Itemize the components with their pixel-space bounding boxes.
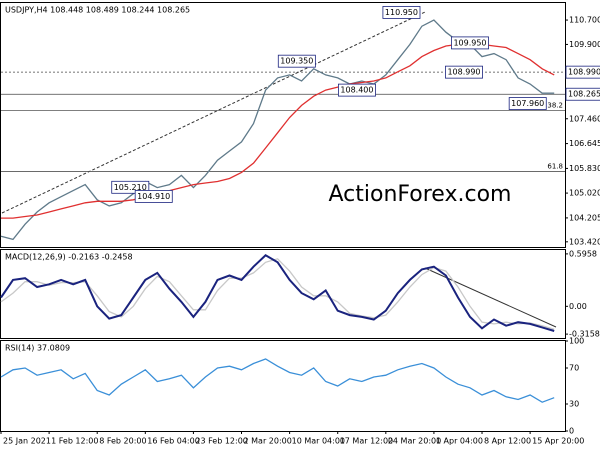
annotation-box bbox=[338, 83, 376, 97]
y-tick-label: -0.3158 bbox=[569, 330, 600, 339]
annotation-box bbox=[451, 36, 489, 50]
y-tick-label: 106.645 bbox=[569, 139, 600, 148]
y-tick-label: 0 bbox=[569, 427, 574, 436]
series-line bbox=[0, 258, 555, 330]
rsi-panel bbox=[0, 340, 566, 432]
annotation: 110.950 bbox=[385, 8, 418, 17]
annotation-box bbox=[134, 190, 173, 203]
x-tick-label: 15 Apr 20:00 bbox=[532, 437, 584, 446]
x-tick-label: 1 Feb 12:00 bbox=[51, 437, 98, 446]
trend-line bbox=[1, 11, 426, 214]
y-tick-label: 109.900 bbox=[569, 40, 600, 49]
annotation-box bbox=[508, 97, 547, 110]
y-tick-label: 103.420 bbox=[569, 237, 600, 246]
x-tick-label: 2 Mar 20:00 bbox=[244, 437, 292, 446]
fib-label: 61.8 bbox=[547, 162, 563, 170]
fib-label: 38.2 bbox=[547, 102, 563, 110]
x-tick-label: 1 Apr 04:00 bbox=[436, 437, 483, 446]
annotation: 108.990 bbox=[447, 68, 480, 77]
price-marker-box bbox=[565, 65, 600, 79]
annotation: 105.210 bbox=[114, 183, 147, 192]
annotation-box bbox=[382, 6, 421, 19]
y-tick-label: 110.700 bbox=[569, 16, 600, 25]
panel-title: USDJPY,H4 108.448 108.489 108.244 108.26… bbox=[5, 6, 190, 15]
x-tick-label: 10 Mar 04:00 bbox=[292, 437, 345, 446]
annotation: 109.350 bbox=[280, 57, 313, 66]
macd-panel bbox=[0, 249, 566, 339]
y-tick-label: 105.020 bbox=[569, 189, 600, 198]
x-tick-label: 25 Jan 2021 bbox=[3, 437, 51, 446]
price-marker: 108.990 bbox=[568, 68, 600, 77]
x-tick-label: 16 Feb 04:00 bbox=[147, 437, 199, 446]
series-line bbox=[0, 358, 555, 403]
y-tick-label: 0.00 bbox=[569, 302, 587, 311]
y-tick-label: 70 bbox=[569, 364, 579, 373]
x-tick-label: 17 Mar 12:00 bbox=[340, 437, 393, 446]
y-tick-label: 107.460 bbox=[569, 114, 600, 123]
series-line bbox=[0, 254, 555, 332]
annotation-box bbox=[445, 65, 483, 79]
y-tick-label: 105.830 bbox=[569, 164, 600, 173]
watermark: ActionForex.com bbox=[329, 182, 512, 207]
panel-title: MACD(12,26,9) -0.2163 -0.2458 bbox=[5, 253, 133, 262]
annotation: 108.400 bbox=[340, 86, 373, 95]
price-marker-box bbox=[565, 87, 600, 101]
x-tick-label: 24 Mar 20:00 bbox=[388, 437, 441, 446]
y-tick-label: 104.205 bbox=[569, 213, 600, 222]
y-tick-label: 100 bbox=[569, 337, 584, 346]
annotation: 109.950 bbox=[453, 38, 486, 47]
panel-title: RSI(14) 37.0809 bbox=[5, 344, 70, 353]
annotation: 104.910 bbox=[137, 192, 170, 201]
annotation-box bbox=[277, 54, 316, 68]
price-panel bbox=[0, 2, 566, 248]
y-tick-label: 30 bbox=[569, 400, 579, 409]
annotation: 107.960 bbox=[511, 99, 544, 108]
price-marker: 108.265 bbox=[568, 90, 600, 99]
y-tick-label: 0.5958 bbox=[569, 249, 597, 258]
x-tick-label: 23 Feb 12:00 bbox=[195, 437, 247, 446]
x-tick-label: 8 Feb 20:00 bbox=[99, 437, 146, 446]
x-tick-label: 8 Apr 12:00 bbox=[484, 437, 531, 446]
